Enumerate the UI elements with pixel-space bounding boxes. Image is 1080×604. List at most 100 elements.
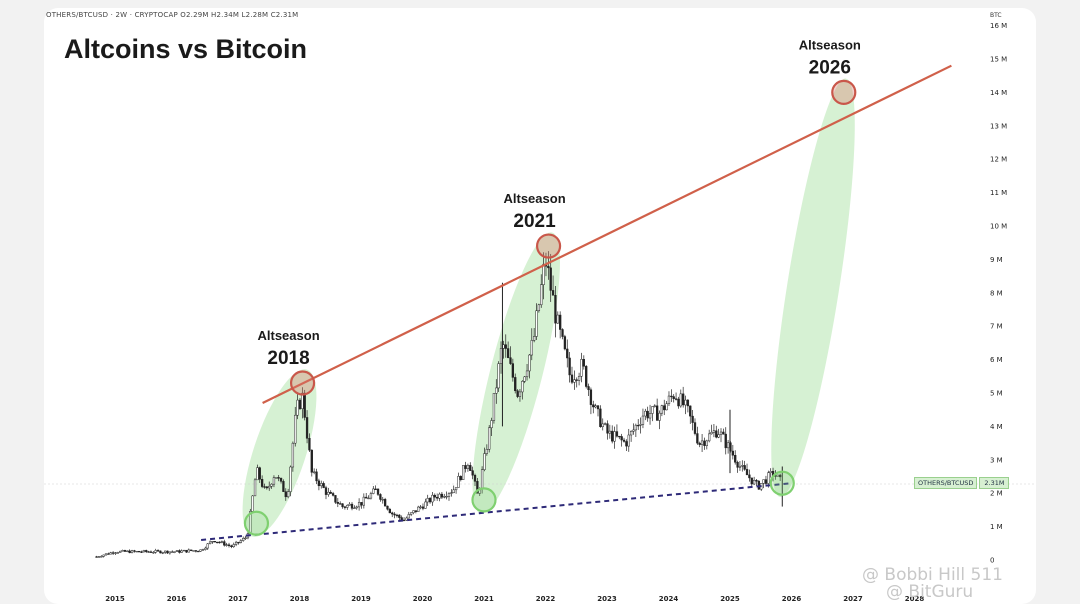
candle-body [230,545,233,547]
candle-body [433,494,436,498]
candle-body [570,374,574,383]
x-tick-label: 2018 [290,595,310,603]
peak-circle-2018 [289,370,316,396]
candle-body [485,449,488,454]
candle-body [260,479,264,487]
candle-body [440,493,444,498]
candle-body [268,485,271,489]
candle-body [554,295,557,324]
candle-body [542,263,545,285]
candle-body [679,393,682,407]
candle-body [367,497,370,500]
candle-body [561,329,564,337]
candle-body [603,423,607,425]
candle-body [253,479,257,497]
candle-body [159,550,162,554]
candle-body [646,410,649,419]
candle-body [102,554,105,557]
candle-body [722,431,725,435]
candle-body [464,465,467,469]
candle-body [476,481,479,494]
annotation-label-small: Altseason [504,191,566,206]
y-tick-label: 7 M [990,323,1003,331]
candle-body [457,476,460,488]
candle-body [488,427,491,450]
candle-body [750,477,753,485]
candle-body [665,403,668,411]
y-tick-label: 10 M [990,223,1007,231]
candle-body [310,449,313,473]
candle-body [258,467,261,480]
candle-body [355,506,358,509]
candle-body [376,488,380,495]
candle-body [270,483,273,487]
x-tick-label: 2017 [228,595,248,603]
candle-body [608,430,611,434]
candle-body [622,439,626,442]
candle-body [693,422,697,434]
candle-body [284,491,287,498]
candle-body [133,550,136,552]
candle-body [757,480,761,490]
candle-body [265,486,269,489]
candle-body [357,502,361,508]
candle-body [272,477,276,485]
candle-body [277,477,280,479]
candle-body [741,465,744,467]
candle-body [618,435,621,438]
candle-body [197,550,200,553]
candle-body [717,434,720,438]
candle-body [149,551,153,553]
candle-body [443,496,446,498]
candle-body [667,395,671,404]
candle-body [161,552,164,554]
candle-body [119,550,122,553]
candle-body [201,549,205,551]
candle-body [145,550,148,552]
candle-body [348,503,351,506]
candle-body [114,552,117,554]
candle-body [97,556,101,558]
candle-body [147,551,150,553]
candle-body [764,479,768,484]
candle-body [719,431,723,435]
candle-body [395,514,399,517]
candle-body [334,495,337,503]
candle-body [244,537,247,539]
x-tick-label: 2019 [351,595,371,603]
ticker-line: OTHERS/BTCUSD · 2W · CRYPTOCAP O2.29M H2… [46,11,299,19]
price-tag-value: 2.31M [979,477,1010,489]
candle-body [634,424,638,431]
candle-body [736,462,739,468]
candle-body [372,488,375,494]
candle-body [405,517,408,521]
candle-body [660,405,664,414]
x-tick-label: 2028 [905,595,925,603]
candle-body [530,340,533,356]
candle-body [495,387,498,394]
candle-body [516,390,519,397]
candle-body [296,399,299,416]
candle-body [104,553,108,556]
candle-body [700,440,704,445]
candle-body [171,551,174,553]
candle-body [393,513,396,516]
candle-body [398,514,401,518]
candle-body [317,480,321,487]
candle-body [752,479,756,485]
candle-body [379,494,382,500]
candle-body [724,433,727,449]
candle-body [672,396,675,399]
candle-body [381,499,384,501]
candle-body [611,430,614,442]
candle-body [227,544,231,546]
candle-body [185,549,188,553]
candle-body [388,508,392,514]
candle-body [156,550,160,552]
touch-circles [243,79,857,536]
candle-body [192,550,195,552]
current-price-tag: OTHERS/BTCUSD 2.31M [914,477,1010,489]
altseason-zone-2018 [242,369,317,537]
candle-body [163,550,167,553]
candle-body [748,474,751,479]
